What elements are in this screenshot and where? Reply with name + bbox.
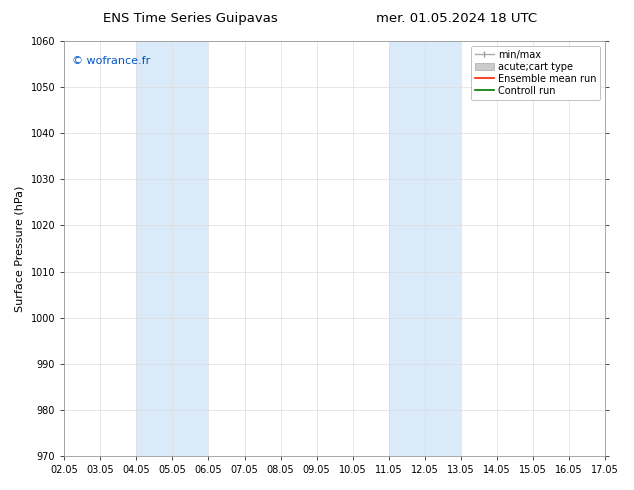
Text: mer. 01.05.2024 18 UTC: mer. 01.05.2024 18 UTC [376, 12, 537, 25]
Text: © wofrance.fr: © wofrance.fr [72, 55, 150, 66]
Text: ENS Time Series Guipavas: ENS Time Series Guipavas [103, 12, 278, 25]
Y-axis label: Surface Pressure (hPa): Surface Pressure (hPa) [15, 185, 25, 312]
Legend: min/max, acute;cart type, Ensemble mean run, Controll run: min/max, acute;cart type, Ensemble mean … [470, 46, 600, 99]
Bar [389, 41, 461, 456]
Bar [136, 41, 209, 456]
